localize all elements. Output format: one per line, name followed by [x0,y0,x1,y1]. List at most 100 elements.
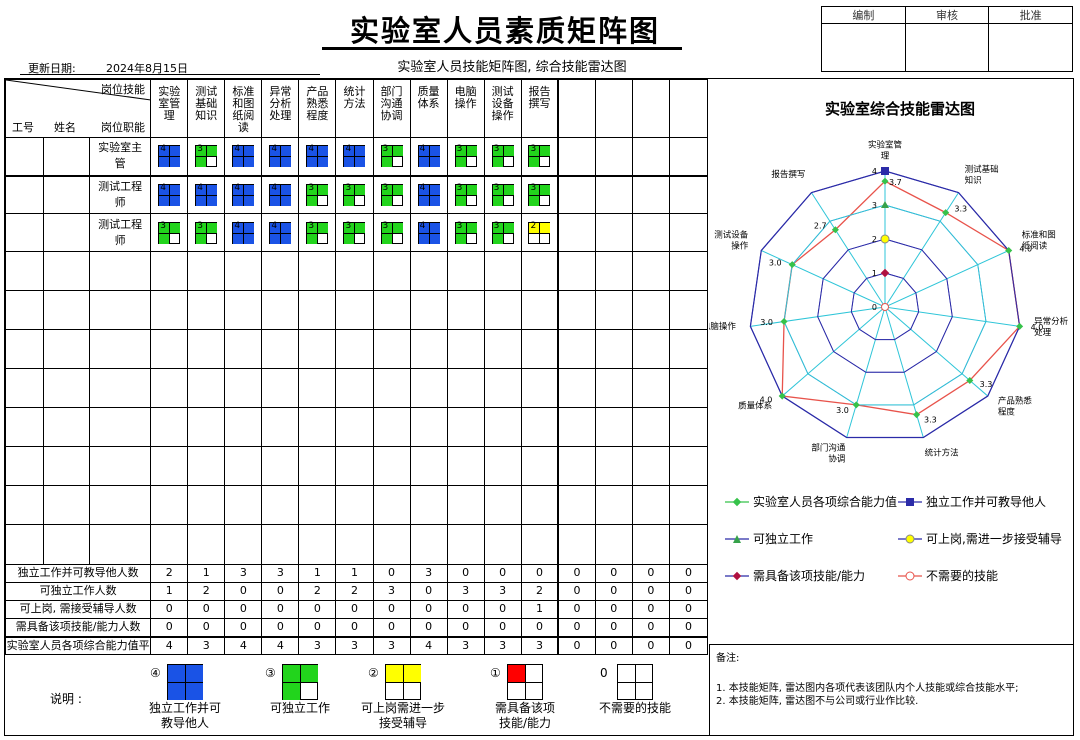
empty-cell[interactable] [409,407,448,447]
empty-cell[interactable] [409,524,448,565]
empty-cell[interactable] [446,290,485,330]
empty-cell[interactable] [594,290,633,330]
empty-cell[interactable] [4,524,45,565]
empty-cell[interactable] [594,485,633,525]
skill-cell[interactable]: 3 [446,137,485,176]
empty-cell[interactable] [668,368,709,408]
skill-cell[interactable]: 3 [520,174,560,214]
empty-cell[interactable] [298,329,337,369]
empty-cell[interactable] [261,446,300,486]
skill-cell[interactable] [557,174,596,214]
skill-cell[interactable]: 3 [446,174,485,214]
empty-cell[interactable] [631,407,670,447]
empty-cell[interactable] [43,407,91,447]
empty-cell[interactable] [668,485,709,525]
skill-cell[interactable]: 3 [446,213,485,252]
empty-cell[interactable] [446,407,485,447]
skill-cell[interactable]: 3 [298,174,337,214]
skill-cell[interactable]: 3 [372,174,411,214]
empty-cell[interactable] [557,524,596,565]
empty-cell[interactable] [483,407,522,447]
empty-cell[interactable] [631,290,670,330]
empty-cell[interactable] [43,446,91,486]
empty-cell[interactable] [520,329,560,369]
empty-cell[interactable] [372,446,411,486]
skill-cell[interactable]: 3 [372,137,411,176]
empty-cell[interactable] [409,485,448,525]
empty-cell[interactable] [335,251,374,291]
empty-cell[interactable] [43,485,91,525]
empty-cell[interactable] [261,329,300,369]
skill-cell[interactable]: 4 [224,213,263,252]
empty-cell[interactable] [224,524,263,565]
empty-cell[interactable] [520,251,560,291]
empty-cell[interactable] [372,251,411,291]
empty-cell[interactable] [557,251,596,291]
empty-cell[interactable] [594,251,633,291]
empty-cell[interactable] [483,251,522,291]
empty-cell[interactable] [631,368,670,408]
empty-cell[interactable] [150,485,189,525]
empty-cell[interactable] [557,446,596,486]
empty-cell[interactable] [89,290,152,330]
empty-cell[interactable] [668,251,709,291]
empty-cell[interactable] [409,446,448,486]
empty-cell[interactable] [187,329,226,369]
person-id[interactable] [4,213,45,252]
skill-cell[interactable]: 4 [261,137,300,176]
empty-cell[interactable] [520,446,560,486]
empty-cell[interactable] [187,407,226,447]
skill-cell[interactable]: 3 [187,137,226,176]
empty-cell[interactable] [43,524,91,565]
empty-cell[interactable] [372,368,411,408]
empty-cell[interactable] [298,290,337,330]
empty-cell[interactable] [150,524,189,565]
empty-cell[interactable] [557,368,596,408]
empty-cell[interactable] [631,485,670,525]
skill-cell[interactable]: 3 [483,137,522,176]
empty-cell[interactable] [335,485,374,525]
empty-cell[interactable] [43,368,91,408]
empty-cell[interactable] [224,368,263,408]
empty-cell[interactable] [150,446,189,486]
empty-cell[interactable] [409,368,448,408]
empty-cell[interactable] [631,524,670,565]
empty-cell[interactable] [520,485,560,525]
skill-cell[interactable] [668,213,709,252]
empty-cell[interactable] [483,524,522,565]
empty-cell[interactable] [446,251,485,291]
empty-cell[interactable] [483,329,522,369]
empty-cell[interactable] [483,368,522,408]
empty-cell[interactable] [43,290,91,330]
empty-cell[interactable] [483,485,522,525]
skill-cell[interactable]: 3 [298,213,337,252]
empty-cell[interactable] [668,329,709,369]
empty-cell[interactable] [187,524,226,565]
empty-cell[interactable] [594,368,633,408]
empty-cell[interactable] [409,290,448,330]
empty-cell[interactable] [372,290,411,330]
skill-cell[interactable]: 4 [409,137,448,176]
empty-cell[interactable] [298,407,337,447]
empty-cell[interactable] [89,407,152,447]
empty-cell[interactable] [43,251,91,291]
empty-cell[interactable] [668,407,709,447]
skill-cell[interactable]: 3 [335,174,374,214]
empty-cell[interactable] [261,251,300,291]
empty-cell[interactable] [224,407,263,447]
empty-cell[interactable] [483,446,522,486]
empty-cell[interactable] [261,368,300,408]
empty-cell[interactable] [594,329,633,369]
empty-cell[interactable] [446,524,485,565]
empty-cell[interactable] [298,446,337,486]
empty-cell[interactable] [372,524,411,565]
skill-cell[interactable] [631,137,670,176]
skill-cell[interactable] [631,174,670,214]
person-name[interactable] [43,137,91,176]
empty-cell[interactable] [4,368,45,408]
skill-cell[interactable]: 4 [150,174,189,214]
empty-cell[interactable] [298,368,337,408]
empty-cell[interactable] [261,485,300,525]
empty-cell[interactable] [89,524,152,565]
person-id[interactable] [4,137,45,176]
